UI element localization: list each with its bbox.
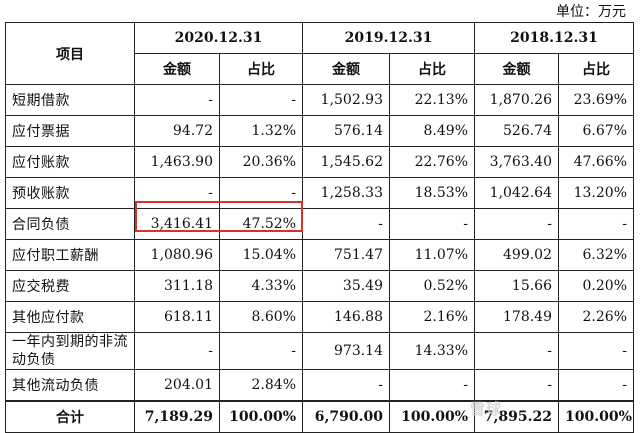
table-cell: 2.26% [558, 301, 634, 333]
table-row: 应付账款 1,463.90 20.36% 1,545.62 22.76% 3,7… [5, 146, 634, 178]
row-label: 应付票据 [5, 115, 135, 147]
total-row: 合计 7,189.29 100.00% 6,790.00 100.00% 7,8… [5, 400, 634, 433]
table-cell: 6.32% [558, 239, 634, 271]
table-cell: 6.67% [558, 115, 634, 147]
table-cell: 204.01 [134, 369, 220, 402]
table-row: 其他流动负债 204.01 2.84% - - - - [5, 369, 634, 402]
row-label: 应付账款 [5, 146, 135, 178]
table-cell: 0.20% [558, 270, 634, 302]
header-amount: 金额 [474, 53, 559, 85]
table-cell: - [134, 177, 220, 209]
table-cell: - [302, 369, 390, 402]
total-cell: 100.00% [558, 400, 634, 433]
table-cell: 499.02 [474, 239, 559, 271]
table-cell: - [219, 84, 303, 116]
table-row: 应付职工薪酬 1,080.96 15.04% 751.47 11.07% 499… [5, 239, 634, 271]
table-row: 一年内到期的非流动负债 - - 973.14 14.33% - - [5, 332, 634, 370]
table-cell: 751.47 [302, 239, 390, 271]
table-cell: 576.14 [302, 115, 390, 147]
table-cell: - [558, 369, 634, 402]
row-label: 预收账款 [5, 177, 135, 209]
table-cell: 1,258.33 [302, 177, 390, 209]
table-cell: 4.33% [219, 270, 303, 302]
table-cell: 618.11 [134, 301, 220, 333]
table-cell: 1,080.96 [134, 239, 220, 271]
table-cell: - [389, 369, 475, 402]
row-label: 其他流动负债 [5, 369, 135, 402]
table-cell: 8.49% [389, 115, 475, 147]
table-cell: 15.04% [219, 239, 303, 271]
row-label: 应付职工薪酬 [5, 239, 135, 271]
header-ratio: 占比 [219, 53, 303, 85]
table-cell: 178.49 [474, 301, 559, 333]
table-cell: 1.32% [219, 115, 303, 147]
watermark: 雪球 [470, 400, 503, 418]
table-cell: 18.53% [389, 177, 475, 209]
header-ratio: 占比 [558, 53, 634, 85]
table-cell: 311.18 [134, 270, 220, 302]
row-label: 其他应付款 [5, 301, 135, 333]
table-cell: 526.74 [474, 115, 559, 147]
table-cell: 2.84% [219, 369, 303, 402]
table-cell: 13.20% [558, 177, 634, 209]
table-cell: 3,416.41 [134, 208, 220, 240]
row-label: 合同负债 [5, 208, 135, 240]
table-cell: 146.88 [302, 301, 390, 333]
table-cell: - [219, 332, 303, 370]
header-amount: 金额 [134, 53, 220, 85]
table-cell: 14.33% [389, 332, 475, 370]
row-label: 短期借款 [5, 84, 135, 116]
header-ratio: 占比 [389, 53, 475, 85]
total-label: 合计 [5, 400, 135, 433]
table-cell: 1,042.64 [474, 177, 559, 209]
table-cell: - [474, 369, 559, 402]
row-label: 应交税费 [5, 270, 135, 302]
liabilities-table: 项目 2020.12.31 2019.12.31 2018.12.31 金额 占… [5, 22, 634, 433]
table-cell: - [389, 208, 475, 240]
unit-label: 单位：万元 [556, 4, 626, 20]
row-label: 一年内到期的非流动负债 [5, 332, 135, 370]
table-row: 预收账款 - - 1,258.33 18.53% 1,042.64 13.20% [5, 177, 634, 209]
table-row: 应交税费 311.18 4.33% 35.49 0.52% 15.66 0.20… [5, 270, 634, 302]
header-period-2018: 2018.12.31 [474, 22, 634, 54]
table-cell: 0.52% [389, 270, 475, 302]
table-cell: 35.49 [302, 270, 390, 302]
table-cell: 1,463.90 [134, 146, 220, 178]
table-cell: 22.13% [389, 84, 475, 116]
table-cell: 2.16% [389, 301, 475, 333]
total-cell: 7,189.29 [134, 400, 220, 433]
total-cell: 6,790.00 [302, 400, 390, 433]
header-item: 项目 [5, 22, 135, 85]
table-cell: - [219, 177, 303, 209]
table-cell: 94.72 [134, 115, 220, 147]
table-cell: 8.60% [219, 301, 303, 333]
table-cell: 22.76% [389, 146, 475, 178]
table-cell: 47.52% [219, 208, 303, 240]
table-row: 短期借款 - - 1,502.93 22.13% 1,870.26 23.69% [5, 84, 634, 116]
table-cell: - [558, 332, 634, 370]
table-cell: - [134, 84, 220, 116]
header-amount: 金额 [302, 53, 390, 85]
table-cell: 3,763.40 [474, 146, 559, 178]
table-row: 应付票据 94.72 1.32% 576.14 8.49% 526.74 6.6… [5, 115, 634, 147]
table-cell: 1,545.62 [302, 146, 390, 178]
table-cell: - [558, 208, 634, 240]
table-cell: 20.36% [219, 146, 303, 178]
table-cell: 11.07% [389, 239, 475, 271]
table-row: 合同负债 3,416.41 47.52% - - - - [5, 208, 634, 240]
table-cell: 47.66% [558, 146, 634, 178]
header-period-2020: 2020.12.31 [134, 22, 303, 54]
table-cell: 1,870.26 [474, 84, 559, 116]
table-cell: 1,502.93 [302, 84, 390, 116]
table-row: 其他应付款 618.11 8.60% 146.88 2.16% 178.49 2… [5, 301, 634, 333]
table-cell: - [474, 208, 559, 240]
table-cell: - [474, 332, 559, 370]
table-cell: 23.69% [558, 84, 634, 116]
table-cell: - [302, 208, 390, 240]
table-cell: - [134, 332, 220, 370]
table-cell: 973.14 [302, 332, 390, 370]
table-cell: 15.66 [474, 270, 559, 302]
header-period-2019: 2019.12.31 [302, 22, 475, 54]
